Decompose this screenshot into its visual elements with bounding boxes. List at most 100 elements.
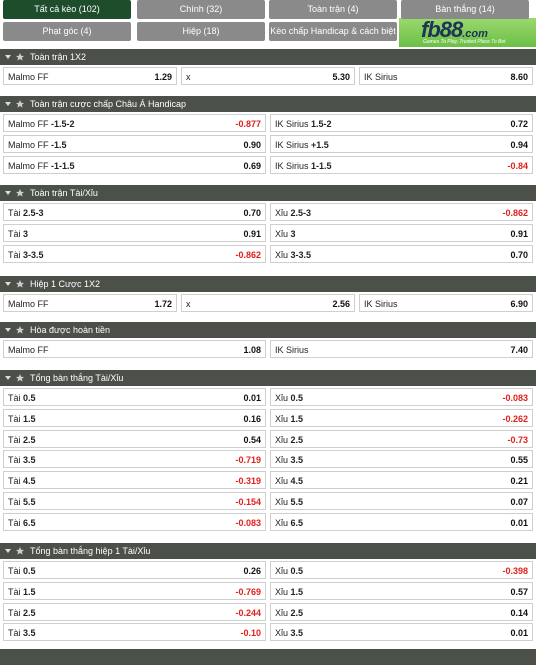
odds-cell[interactable]: Tài 2.5-3 0.70	[3, 203, 266, 221]
odds-cell[interactable]: Tài 0.5 0.01	[3, 388, 266, 406]
selection-label: Tài 3.5	[8, 624, 36, 642]
odds-cell[interactable]: Tài 1.5 -0.769	[3, 581, 266, 600]
section-header[interactable]: Toàn trận 1X2	[0, 49, 536, 65]
selection-line: 3.5	[290, 455, 304, 466]
selection-name: Xỉu	[275, 566, 289, 576]
odds-value: 0.21	[510, 476, 528, 487]
odds-cell[interactable]: IK Sirius 6.90	[359, 294, 533, 312]
selection-label: Tài 2.5	[8, 604, 36, 622]
odds-value: -0.083	[502, 393, 528, 403]
odds-value: 0.57	[510, 586, 528, 597]
odds-cell[interactable]: Tài 4.5 -0.319	[3, 471, 266, 490]
odds-value: 0.54	[243, 434, 261, 445]
odds-cell[interactable]: Malmo FF 1.08	[3, 340, 266, 358]
odds-cell[interactable]: IK Sirius 8.60	[359, 67, 533, 85]
tab[interactable]: Bàn thắng (14)	[401, 0, 529, 19]
selection-name: Tài	[8, 393, 21, 403]
selection-name: Tài	[8, 607, 21, 618]
selection-label: Xỉu 4.5	[275, 472, 303, 490]
tab[interactable]: Kèo chấp Handicap & cách biệt (3)	[269, 22, 397, 55]
section-header[interactable]: Toàn trận Tài/Xỉu	[0, 185, 536, 201]
odds-cell[interactable]: Xỉu 6.5 0.01	[270, 512, 533, 531]
selection-label: x	[186, 68, 191, 86]
odds-cell[interactable]: Xỉu 2.5-3 -0.862	[270, 203, 533, 221]
odds-cell[interactable]: IK Sirius 1-1.5 -0.84	[270, 155, 533, 174]
selection-line: -1.5-2	[51, 119, 75, 129]
odds-cell[interactable]: Tài 3 0.91	[3, 223, 266, 242]
odds-cell[interactable]: Tài 2.5 -0.244	[3, 602, 266, 622]
selection-name: Xỉu	[275, 249, 289, 260]
odds-cell[interactable]: Tài 2.5 0.54	[3, 429, 266, 448]
section-header[interactable]: Hòa được hoàn tiền	[0, 322, 536, 338]
section-title: Toàn trận 1X2	[30, 52, 87, 62]
odds-cell[interactable]: Xỉu 1.5 0.57	[270, 581, 533, 600]
selection-line: 6.5	[290, 517, 304, 528]
section-header[interactable]: Hiệp 1 Cược 1X2	[0, 276, 536, 292]
selection-label: IK Sirius 1.5-2	[275, 115, 332, 133]
selection-name: IK Sirius	[275, 345, 309, 355]
odds-cell[interactable]: Xỉu 2.5 0.14	[270, 602, 533, 621]
odds-cell[interactable]: x 2.56	[181, 294, 355, 312]
selection-name: Tài	[8, 249, 21, 260]
header-icons	[5, 374, 24, 382]
section-header[interactable]: Tổng bàn thắng Tài/Xỉu	[0, 370, 536, 386]
selection-label: Malmo FF	[8, 295, 49, 313]
tab[interactable]: Tất cả kèo (102)	[3, 0, 131, 19]
selection-label: Xỉu 0.5	[275, 389, 303, 407]
odds-value: -0.083	[235, 517, 261, 528]
header-icons	[5, 326, 24, 334]
odds-cell[interactable]: IK Sirius 7.40	[270, 340, 533, 358]
odds-value: 1.72	[154, 299, 172, 309]
odds-cell[interactable]: Tài 3.5 -0.10	[3, 623, 266, 642]
odds-value: 6.90	[510, 299, 528, 309]
selection-name: x	[186, 72, 191, 82]
selection-name: x	[186, 299, 191, 309]
odds-cell[interactable]: Malmo FF -1.5 0.90	[3, 134, 266, 153]
odds-cell[interactable]: Tài 3.5 -0.719	[3, 450, 266, 469]
selection-name: Malmo FF	[8, 72, 49, 82]
odds-cell[interactable]: Tài 0.5 0.26	[3, 561, 266, 579]
odds-cell[interactable]: IK Sirius +1.5 0.94	[270, 134, 533, 153]
section-title: Hiệp 1 Cược 1X2	[30, 279, 100, 289]
selection-line: 3.5	[23, 455, 36, 466]
section-header[interactable]: Tổng bàn thắng hiệp 1 Tài/Xỉu	[0, 543, 536, 559]
odds-cell[interactable]: Xỉu 0.5 -0.083	[270, 388, 533, 406]
odds-cell[interactable]: x 5.30	[181, 67, 355, 85]
odds-value: -0.719	[235, 455, 261, 466]
selection-line: 4.5	[23, 476, 36, 487]
odds-cell[interactable]: Xỉu 2.5 -0.73	[270, 429, 533, 448]
selection-line: 3	[290, 228, 296, 239]
odds-cell[interactable]: Xỉu 0.5 -0.398	[270, 561, 533, 579]
selection-label: Xỉu 5.5	[275, 493, 303, 511]
odds-cell[interactable]: IK Sirius 1.5-2 0.72	[270, 114, 533, 132]
odds-cell[interactable]: Malmo FF -1-1.5 0.69	[3, 155, 266, 175]
odds-cell[interactable]: Xỉu 3.5 0.01	[270, 623, 533, 642]
odds-cell[interactable]: Xỉu 3-3.5 0.70	[270, 244, 533, 263]
odds-cell[interactable]: Xỉu 4.5 0.21	[270, 471, 533, 490]
odds-cell[interactable]: Malmo FF -1.5-2 -0.877	[3, 114, 266, 132]
selection-label: Tài 6.5	[8, 514, 36, 532]
tab[interactable]: Phạt góc (4)	[3, 22, 131, 41]
tab[interactable]: Toàn trận (4)	[269, 0, 397, 19]
odds-cell[interactable]: Tài 3-3.5 -0.862	[3, 244, 266, 263]
tab[interactable]: Hiệp (18)	[137, 22, 265, 41]
selection-label: Malmo FF -1-1.5	[8, 157, 75, 175]
selection-line: 6.5	[23, 517, 36, 528]
selection-label: IK Sirius	[364, 68, 398, 86]
section-title: Toàn trận Tài/Xỉu	[30, 188, 98, 198]
odds-cell[interactable]: Tài 1.5 0.16	[3, 408, 266, 427]
odds-cell[interactable]: Xỉu 1.5 -0.262	[270, 408, 533, 427]
odds-cell[interactable]: Malmo FF 1.29	[3, 67, 177, 85]
odds-cell[interactable]: Xỉu 5.5 0.07	[270, 492, 533, 510]
section-header[interactable]: Toàn trận cược chấp Châu Á Handicap	[0, 96, 536, 112]
header-icons	[5, 189, 24, 197]
odds-cell[interactable]: Tài 5.5 -0.154	[3, 492, 266, 510]
odds-cell[interactable]: Malmo FF 1.72	[3, 294, 177, 312]
tab[interactable]: Chính (32)	[137, 0, 265, 19]
odds-cell[interactable]: Xỉu 3 0.91	[270, 223, 533, 242]
odds-cell[interactable]: Xỉu 3.5 0.55	[270, 450, 533, 469]
selection-line: 3.5	[290, 628, 304, 639]
selection-line: 5.5	[290, 497, 304, 507]
odds-cell[interactable]: Tài 6.5 -0.083	[3, 512, 266, 532]
